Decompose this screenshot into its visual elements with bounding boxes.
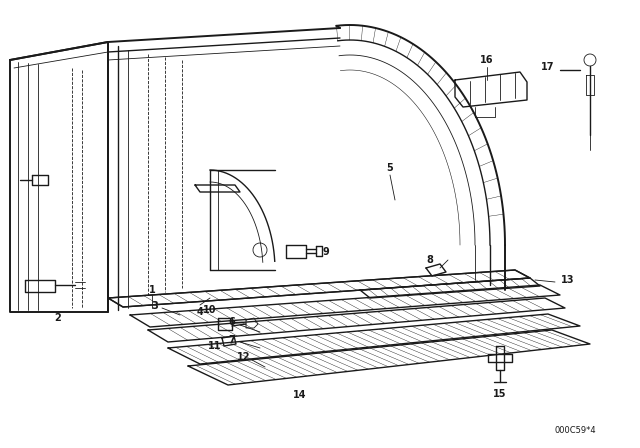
Text: 5: 5 <box>387 163 394 173</box>
Text: 16: 16 <box>480 55 493 65</box>
Text: 10: 10 <box>204 305 217 315</box>
Text: 17: 17 <box>541 62 555 72</box>
Text: 3: 3 <box>152 301 158 311</box>
Text: 13: 13 <box>561 275 575 285</box>
Text: 1: 1 <box>148 285 156 295</box>
Text: 15: 15 <box>493 389 507 399</box>
Text: 2: 2 <box>54 313 61 323</box>
Text: 4: 4 <box>196 307 204 317</box>
Text: 9: 9 <box>323 247 330 257</box>
Text: 12: 12 <box>237 352 251 362</box>
Text: 6: 6 <box>228 317 236 327</box>
Text: 000C59*4: 000C59*4 <box>554 426 596 435</box>
Text: 7: 7 <box>228 335 236 345</box>
Text: 14: 14 <box>293 390 307 400</box>
Text: 8: 8 <box>427 255 433 265</box>
Text: 11: 11 <box>208 341 221 351</box>
